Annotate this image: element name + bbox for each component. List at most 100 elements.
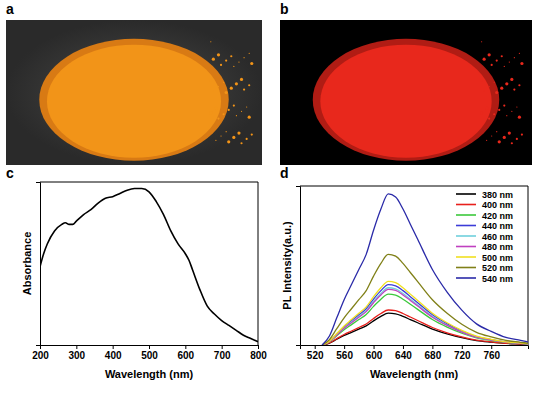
photo-speck bbox=[509, 61, 510, 62]
photo-speck bbox=[238, 61, 239, 62]
photo-speck bbox=[494, 82, 495, 83]
photo-speck bbox=[217, 118, 219, 120]
x-tick-label: 400 bbox=[105, 350, 122, 361]
photo-speck bbox=[518, 116, 521, 119]
x-tick: 560 bbox=[336, 345, 353, 361]
legend-swatch bbox=[456, 214, 476, 216]
x-tick-mark bbox=[403, 345, 404, 349]
photo-speck bbox=[210, 41, 211, 42]
photo-speck bbox=[210, 80, 212, 82]
photo-speck bbox=[232, 136, 235, 139]
legend-swatch bbox=[456, 204, 476, 206]
photo-speck bbox=[518, 84, 520, 86]
frame-right bbox=[528, 186, 529, 345]
x-tick-label: 680 bbox=[425, 350, 442, 361]
frame-top bbox=[300, 186, 528, 187]
photo-speck bbox=[220, 64, 222, 66]
photo-speck bbox=[493, 113, 495, 115]
photo-speck bbox=[225, 60, 227, 62]
x-tick-mark bbox=[491, 345, 492, 349]
photo-speck bbox=[508, 132, 511, 135]
photo-speck bbox=[228, 109, 230, 111]
photo-speck bbox=[249, 53, 250, 54]
x-tick-mark bbox=[76, 345, 77, 349]
frame-right bbox=[258, 182, 259, 345]
photo-speck bbox=[251, 133, 253, 135]
photo-speck bbox=[503, 104, 505, 106]
x-tick-mark bbox=[374, 345, 375, 349]
x-tick-mark bbox=[185, 345, 186, 349]
photo-speck bbox=[496, 60, 498, 62]
photo-speck bbox=[223, 113, 225, 115]
legend-label: 420 nm bbox=[482, 211, 513, 221]
x-tick-label: 200 bbox=[32, 350, 49, 361]
x-tick-label: 720 bbox=[454, 350, 471, 361]
x-tick-mark bbox=[462, 345, 463, 349]
x-tick-label: 600 bbox=[366, 350, 383, 361]
background bbox=[0, 0, 538, 399]
panel-label: a bbox=[6, 1, 14, 17]
photo-speck bbox=[246, 106, 247, 107]
photo-speck bbox=[233, 104, 235, 106]
photo-speck bbox=[516, 138, 518, 140]
photo-speck bbox=[240, 78, 243, 81]
x-tick: 800 bbox=[250, 345, 267, 361]
photo-speck bbox=[511, 142, 513, 144]
photo-speck bbox=[225, 91, 228, 94]
photo-speck bbox=[496, 131, 497, 132]
legend-label: 540 nm bbox=[482, 274, 513, 284]
x-tick: 700 bbox=[214, 345, 231, 361]
panel-label: b bbox=[280, 1, 289, 17]
series-line bbox=[322, 289, 528, 345]
photo-speck bbox=[230, 55, 232, 57]
photo-speck bbox=[240, 142, 242, 144]
x-tick: 600 bbox=[366, 345, 383, 361]
x-axis-title: Wavelength (nm) bbox=[105, 368, 194, 380]
photo-blob bbox=[47, 45, 221, 158]
x-axis: 520 560 600 640 680 720 760 bbox=[301, 345, 529, 361]
chart-0: 200300400500600700800Wavelength (nm)Abso… bbox=[21, 182, 267, 380]
photo-speck bbox=[520, 62, 523, 65]
photo-blob-edge bbox=[39, 39, 228, 161]
photo-speck bbox=[248, 84, 250, 86]
x-tick-mark bbox=[315, 345, 316, 349]
photo-speck bbox=[241, 111, 242, 112]
y-axis-title: Absorbance bbox=[21, 232, 33, 296]
x-tick-label: 640 bbox=[395, 350, 412, 361]
legend: 380 nm400 nm420 nm440 nm460 nm480 nm500 … bbox=[456, 190, 513, 284]
x-tick-label: 760 bbox=[483, 350, 500, 361]
photo-speck bbox=[213, 90, 214, 91]
x-axis-title: Wavelength (nm) bbox=[370, 368, 459, 380]
legend-swatch bbox=[456, 267, 476, 269]
legend-swatch bbox=[456, 277, 476, 279]
x-tick-label: 520 bbox=[307, 350, 324, 361]
photo-speck bbox=[516, 106, 517, 107]
panel-label: c bbox=[6, 165, 14, 181]
photo-speck bbox=[209, 111, 212, 114]
photo-speck bbox=[510, 78, 513, 81]
photo-speck bbox=[504, 66, 505, 67]
photo-speck bbox=[483, 58, 486, 61]
photo-speck bbox=[246, 138, 248, 140]
chart-1: 520 560 600 640 680 720 760 Wavelength (nm) PL I… bbox=[281, 186, 529, 380]
x-tick-label: 600 bbox=[177, 350, 194, 361]
photo-b bbox=[280, 20, 532, 165]
plot-area bbox=[322, 194, 528, 345]
x-axis-line bbox=[301, 346, 529, 350]
legend-label: 480 nm bbox=[482, 242, 513, 252]
legend-label: 440 nm bbox=[482, 221, 513, 231]
photo-speck bbox=[214, 107, 217, 110]
x-tick: 200 bbox=[32, 345, 49, 361]
figure: abcd200300400500600700800Wavelength (nm)… bbox=[0, 0, 538, 399]
photo-speck bbox=[233, 66, 234, 67]
legend-swatch bbox=[456, 193, 476, 195]
photo-speck bbox=[243, 89, 245, 91]
y-axis bbox=[296, 187, 301, 346]
photo-speck bbox=[501, 55, 503, 57]
y-axis-title: PL Intensity(a.u.) bbox=[281, 221, 293, 310]
photo-speck bbox=[227, 140, 230, 143]
legend-label: 400 nm bbox=[482, 200, 513, 210]
photo-speck bbox=[220, 135, 221, 136]
photo-speck bbox=[521, 133, 523, 135]
photo-speck bbox=[498, 109, 500, 111]
